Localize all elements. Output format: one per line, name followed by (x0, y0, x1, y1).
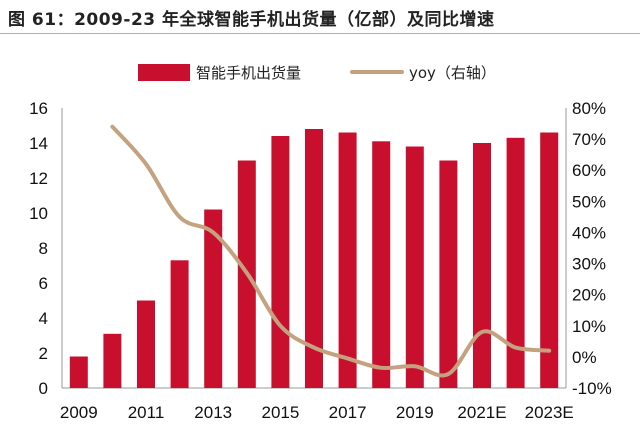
yoy-line (110, 124, 552, 378)
x-tick-label: 2009 (60, 403, 98, 422)
bar-2011 (137, 300, 155, 388)
y-right-tick-label: 30% (572, 255, 606, 274)
y-left-tick-label: 8 (39, 239, 48, 258)
y-right-tick-label: 80% (572, 99, 606, 118)
y-right-tick-label: 0% (572, 348, 597, 367)
y-right-tick-label: 70% (572, 130, 606, 149)
title-divider (0, 33, 640, 34)
legend: 智能手机出货量 yoy（右轴） (138, 64, 496, 82)
y-right-tick-label: 40% (572, 223, 606, 242)
x-tick-label: 2013 (194, 403, 232, 422)
y-left-tick-label: 10 (29, 204, 48, 223)
bar-2023E (540, 132, 559, 388)
bar-2016 (305, 129, 323, 388)
bar-2013 (204, 209, 223, 388)
bar-2018 (372, 141, 391, 389)
y-left-tick-label: 6 (39, 274, 48, 293)
bar-2010 (103, 333, 122, 389)
y-right-tick-label: 50% (572, 192, 606, 211)
legend-bar-label: 智能手机出货量 (196, 64, 301, 82)
bar-2019 (405, 146, 424, 388)
y-right-tick-label: 20% (572, 286, 606, 305)
legend-line-label: yoy（右轴） (409, 64, 496, 82)
x-tick-label: 2023E (525, 403, 574, 422)
bar-2017 (338, 132, 357, 388)
bar-2020 (439, 160, 458, 388)
yoy-series (110, 124, 552, 378)
legend-bar-swatch (138, 64, 190, 81)
bar-series (69, 129, 559, 389)
title-bar: 图 61：2009-23 年全球智能手机出货量（亿部）及同比增速 (0, 0, 640, 34)
x-tick-label: 2017 (329, 403, 367, 422)
y-left-tick-label: 4 (39, 309, 48, 328)
y-left-tick-label: 12 (29, 169, 48, 188)
x-tick-label: 2021E (457, 403, 506, 422)
y-left-tick-label: 0 (39, 379, 48, 398)
bar-2022E (506, 137, 525, 389)
y-left-tick-label: 16 (29, 99, 48, 118)
x-tick-label: 2019 (396, 403, 434, 422)
tick-labels: 0 2 4 6 8 10 12 14 16 -10% 0% 10% 20% 30% 40% 50% 60% 70%… (29, 99, 612, 422)
bar-2021E (473, 143, 491, 388)
bar-2012 (170, 260, 189, 389)
x-tick-label: 2011 (128, 403, 165, 422)
y-right-tick-label: 60% (572, 161, 606, 180)
x-tick-label: 2015 (261, 403, 299, 422)
bar-2009 (69, 356, 88, 388)
chart-title: 图 61：2009-23 年全球智能手机出货量（亿部）及同比增速 (8, 10, 495, 30)
y-right-tick-label: -10% (572, 379, 612, 398)
y-left-tick-label: 2 (39, 344, 48, 363)
y-right-tick-label: 10% (572, 317, 606, 336)
bar-2015 (271, 136, 290, 388)
y-left-tick-label: 14 (29, 134, 48, 153)
